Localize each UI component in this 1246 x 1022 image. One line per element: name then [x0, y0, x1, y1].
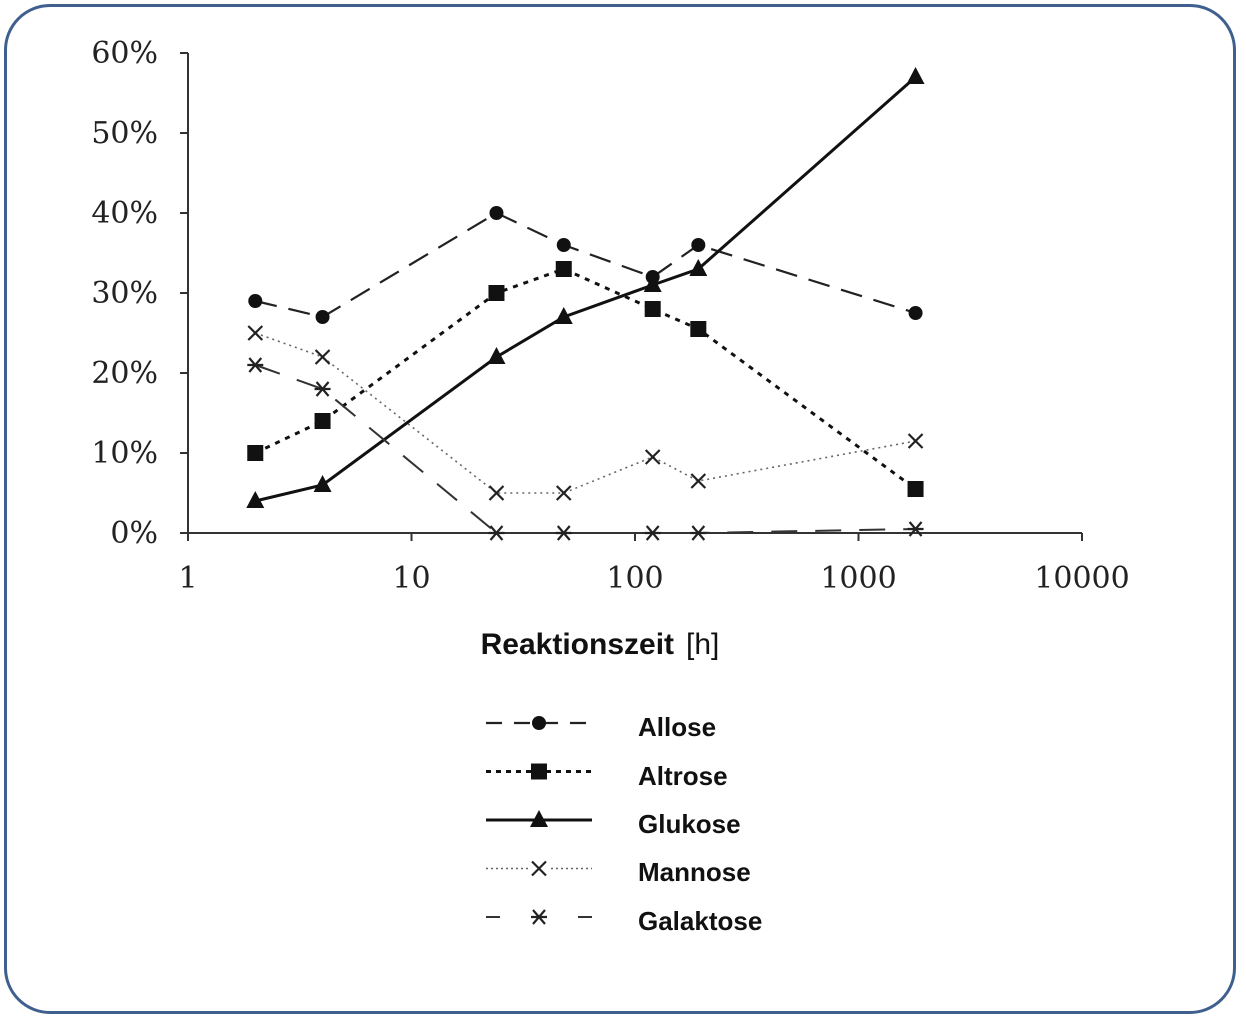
data-point-galaktose [488, 525, 505, 541]
data-point-altrose [644, 301, 661, 317]
data-point-glukose [643, 275, 662, 292]
legend-swatch-mannose [486, 856, 592, 881]
y-tick-label: 20% [91, 356, 158, 391]
data-point-mannose [644, 449, 661, 465]
legend-label-glukose: Glukose [638, 809, 741, 839]
data-point-altrose [690, 321, 707, 337]
y-tick-label: 40% [91, 196, 158, 231]
data-point-allose [908, 306, 923, 320]
data-point-glukose [906, 67, 925, 84]
data-point-mannose [488, 485, 505, 501]
y-tick-label: 60% [91, 36, 158, 71]
data-point-mannose [907, 433, 924, 449]
series-line-galaktose [254, 364, 916, 534]
legend-marker-glukose [530, 810, 548, 827]
legend-label-allose: Allose [638, 712, 717, 742]
data-point-mannose [314, 349, 331, 365]
legend-marker-altrose [531, 763, 547, 780]
data-point-allose [556, 238, 571, 252]
series-line-glukose [254, 75, 917, 503]
data-point-allose [691, 238, 706, 252]
legend [486, 716, 592, 929]
legend-swatch-allose [486, 716, 592, 730]
legend-label-altrose: Altrose [638, 761, 728, 791]
x-axis-unit: [h] [686, 628, 720, 661]
data-point-galaktose [555, 525, 572, 541]
data-point-galaktose [907, 521, 924, 537]
x-tick-label: 10 [392, 561, 430, 596]
data-point-glukose [313, 475, 332, 492]
data-point-altrose [247, 445, 264, 461]
series-line-allose [255, 211, 916, 319]
x-tick-label: 1 [178, 561, 197, 596]
y-tick-label: 30% [91, 276, 158, 311]
y-tick-label: 50% [91, 116, 158, 151]
data-point-allose [489, 206, 504, 220]
x-tick-label: 1000 [820, 561, 896, 596]
data-point-mannose [690, 473, 707, 489]
x-tick-label: 100 [606, 561, 663, 596]
data-point-altrose [314, 413, 331, 429]
y-tick-label: 0% [110, 516, 158, 551]
legend-swatch-galaktose [486, 905, 592, 929]
x-axis-label: Reaktionszeit [480, 628, 675, 661]
chart-frame [4, 4, 1236, 1014]
data-point-altrose [488, 285, 505, 301]
y-tick-label: 10% [91, 436, 158, 471]
x-axis-title: Reaktionszeit [h] [0, 628, 1200, 662]
legend-swatch-altrose [486, 763, 592, 780]
line-chart: 0% 10% 20% 30% 40% 50% 60% 1 10 100 1000 10000 [91, 36, 1129, 596]
legend-marker-galaktose [531, 909, 547, 925]
data-point-allose [315, 310, 330, 324]
series-line-mannose [255, 332, 916, 494]
legend-marker-mannose [531, 860, 547, 877]
x-tick-label: 10000 [1034, 561, 1129, 596]
legend-swatch-glukose [486, 810, 592, 827]
data-point-mannose [555, 485, 572, 501]
series-line-altrose [254, 267, 917, 491]
data-point-glukose [689, 259, 708, 276]
legend-marker-allose [532, 716, 546, 730]
data-point-allose [248, 294, 263, 308]
data-point-altrose [907, 481, 924, 497]
data-point-galaktose [247, 357, 264, 373]
data-point-galaktose [690, 525, 707, 541]
data-point-mannose [247, 325, 264, 341]
data-point-glukose [554, 307, 573, 324]
data-point-glukose [246, 491, 265, 508]
data-point-altrose [555, 261, 572, 277]
data-point-glukose [487, 347, 506, 364]
data-point-galaktose [314, 381, 331, 397]
legend-label-galaktose: Galaktose [638, 906, 763, 936]
legend-label-mannose: Mannose [638, 857, 751, 887]
data-point-galaktose [644, 525, 661, 541]
